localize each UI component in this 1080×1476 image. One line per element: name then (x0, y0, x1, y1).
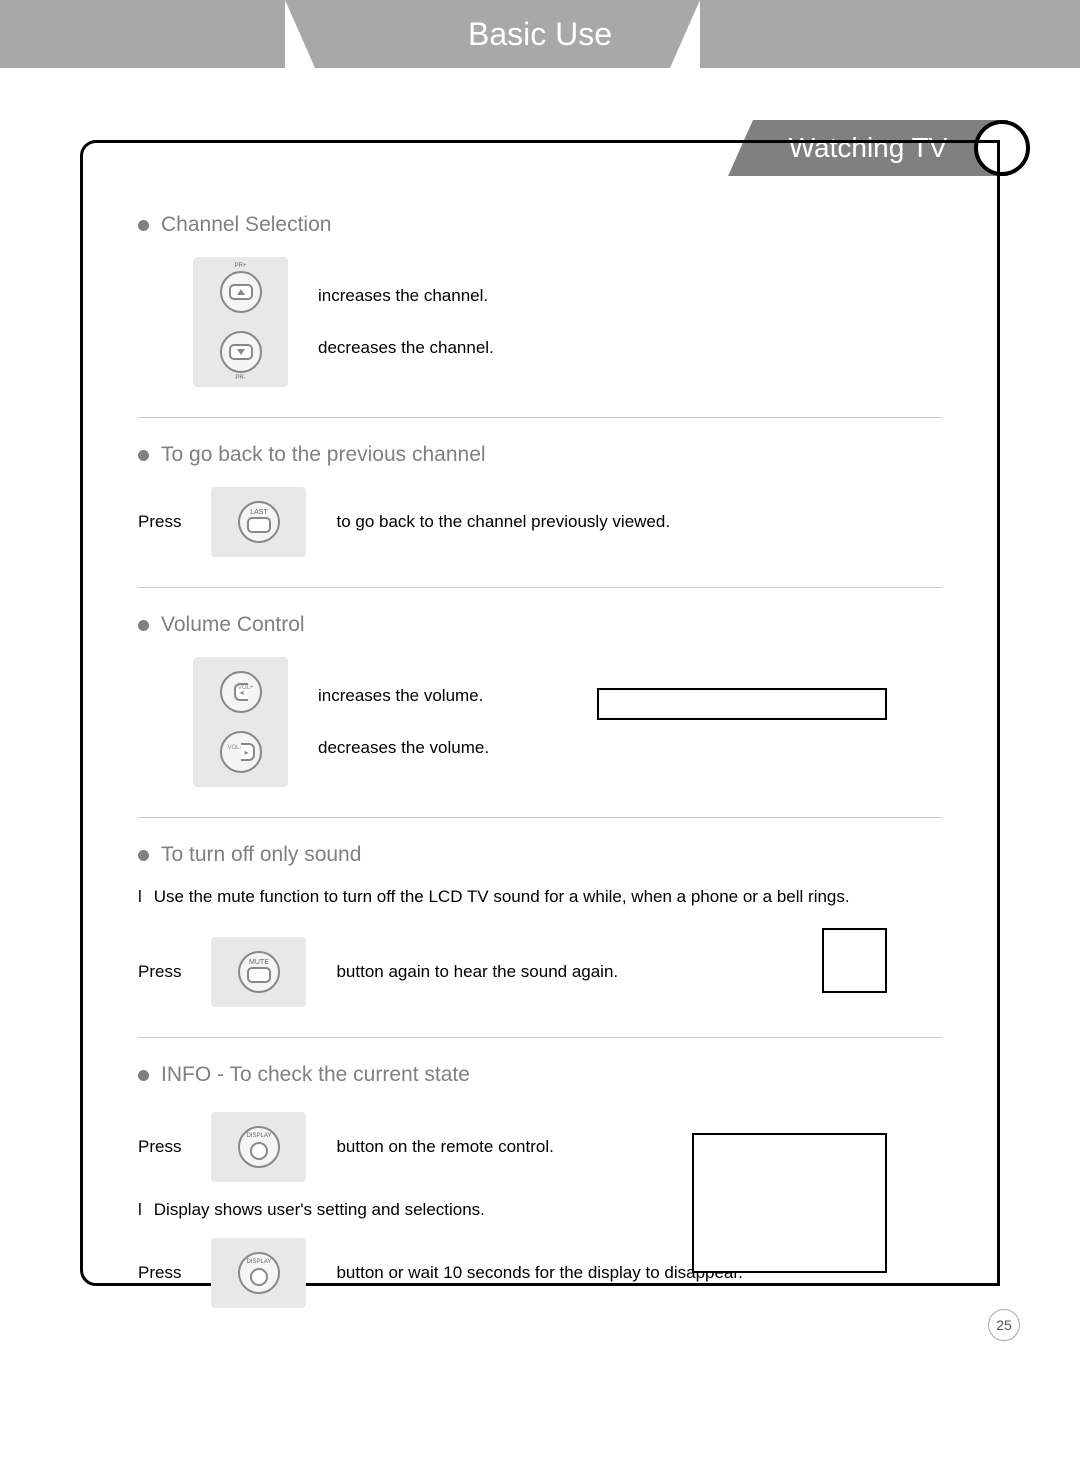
desc-text: increases the volume. (318, 686, 489, 706)
channel-row: PR+ PR- increases the channel. decreases… (193, 257, 942, 387)
section-previous: To go back to the previous channel Press… (138, 443, 942, 557)
note-text: Display shows user's setting and selecti… (154, 1200, 485, 1220)
note-marker: l (138, 887, 142, 907)
press-label: Press (138, 962, 181, 982)
section-title-channel: Channel Selection (138, 213, 942, 237)
title-text: Volume Control (161, 613, 305, 637)
section-mute: To turn off only sound l Use the mute fu… (138, 843, 942, 1007)
desc-text: button again to hear the sound again. (336, 962, 618, 982)
banner-notch-left (285, 0, 315, 68)
display-button-group: DISPLAY (211, 1112, 306, 1182)
volume-up-button[interactable]: ◂ VOL+ (220, 671, 262, 713)
display-button[interactable]: DISPLAY (238, 1252, 280, 1294)
button-pair-icon: VOL- ▸ (227, 743, 255, 761)
small-circle-icon (250, 1142, 268, 1160)
channel-button-group: PR+ PR- (193, 257, 288, 387)
btn-label: LAST (250, 509, 268, 516)
title-text: To go back to the previous channel (161, 443, 486, 467)
display-button-group-2: DISPLAY (211, 1238, 306, 1308)
title-text: INFO - To check the current state (161, 1063, 470, 1087)
triangle-up-icon (237, 289, 245, 295)
mute-button[interactable]: MUTE (238, 951, 280, 993)
previous-row: Press LAST to go back to the channel pre… (138, 487, 942, 557)
bullet-icon (138, 1070, 149, 1081)
section-info: INFO - To check the current state Press … (138, 1063, 942, 1308)
banner-notch-right (670, 0, 700, 68)
title-text: Channel Selection (161, 213, 331, 237)
press-label: Press (138, 1263, 181, 1283)
section-title-previous: To go back to the previous channel (138, 443, 942, 467)
section-volume: Volume Control ◂ VOL+ VOL- ▸ (138, 613, 942, 787)
mute-note: l Use the mute function to turn off the … (138, 887, 942, 907)
main-content-frame: Channel Selection PR+ PR- increases the … (80, 140, 1000, 1286)
channel-up-button[interactable]: PR+ (220, 271, 262, 313)
placeholder-box (692, 1133, 887, 1273)
bullet-icon (138, 220, 149, 231)
section-title-volume: Volume Control (138, 613, 942, 637)
content-area: Channel Selection PR+ PR- increases the … (83, 143, 997, 1368)
display-button[interactable]: DISPLAY (238, 1126, 280, 1168)
note-marker: l (138, 1200, 142, 1220)
bullet-icon (138, 850, 149, 861)
half-right-icon: ▸ (241, 743, 255, 761)
banner-title: Basic Use (468, 16, 612, 53)
page-number: 25 (988, 1309, 1020, 1341)
button-rect-icon (229, 284, 253, 300)
button-rect-icon (247, 517, 271, 533)
button-pair-icon: ◂ VOL+ (234, 683, 248, 701)
channel-descriptions: increases the channel. decreases the cha… (318, 286, 494, 358)
divider (138, 817, 942, 818)
bullet-icon (138, 620, 149, 631)
btn-label: MUTE (249, 959, 269, 966)
top-banner: Basic Use (0, 0, 1080, 68)
volume-descriptions: increases the volume. decreases the volu… (318, 686, 489, 758)
volume-button-group: ◂ VOL+ VOL- ▸ (193, 657, 288, 787)
vol-label: VOL+ (238, 685, 254, 691)
desc-text: to go back to the channel previously vie… (336, 512, 670, 532)
desc-text: decreases the volume. (318, 738, 489, 758)
desc-text: increases the channel. (318, 286, 494, 306)
triangle-down-icon (237, 349, 245, 355)
desc-text: decreases the channel. (318, 338, 494, 358)
last-button-group: LAST (211, 487, 306, 557)
btn-label: PR- (235, 375, 245, 381)
divider (138, 1037, 942, 1038)
press-label: Press (138, 1137, 181, 1157)
section-title-info: INFO - To check the current state (138, 1063, 942, 1087)
btn-label: DISPLAY (247, 1133, 272, 1139)
btn-label: PR+ (235, 263, 247, 269)
vol-label: VOL- (228, 745, 242, 751)
title-text: To turn off only sound (161, 843, 361, 867)
page-number-text: 25 (996, 1317, 1012, 1333)
volume-down-button[interactable]: VOL- ▸ (220, 731, 262, 773)
placeholder-box (597, 688, 887, 720)
section-title-mute: To turn off only sound (138, 843, 942, 867)
channel-down-button[interactable]: PR- (220, 331, 262, 373)
press-label: Press (138, 512, 181, 532)
mute-button-group: MUTE (211, 937, 306, 1007)
section-channel: Channel Selection PR+ PR- increases the … (138, 213, 942, 387)
small-circle-icon (250, 1268, 268, 1286)
last-button[interactable]: LAST (238, 501, 280, 543)
desc-text: button or wait 10 seconds for the displa… (336, 1263, 742, 1283)
desc-text: button on the remote control. (336, 1137, 553, 1157)
divider (138, 417, 942, 418)
note-text: Use the mute function to turn off the LC… (154, 887, 850, 907)
volume-row: ◂ VOL+ VOL- ▸ increases the volume. decr… (193, 657, 942, 787)
bullet-icon (138, 450, 149, 461)
placeholder-box (822, 928, 887, 993)
button-rect-icon (247, 967, 271, 983)
btn-label: DISPLAY (247, 1259, 272, 1265)
button-rect-icon (229, 344, 253, 360)
divider (138, 587, 942, 588)
